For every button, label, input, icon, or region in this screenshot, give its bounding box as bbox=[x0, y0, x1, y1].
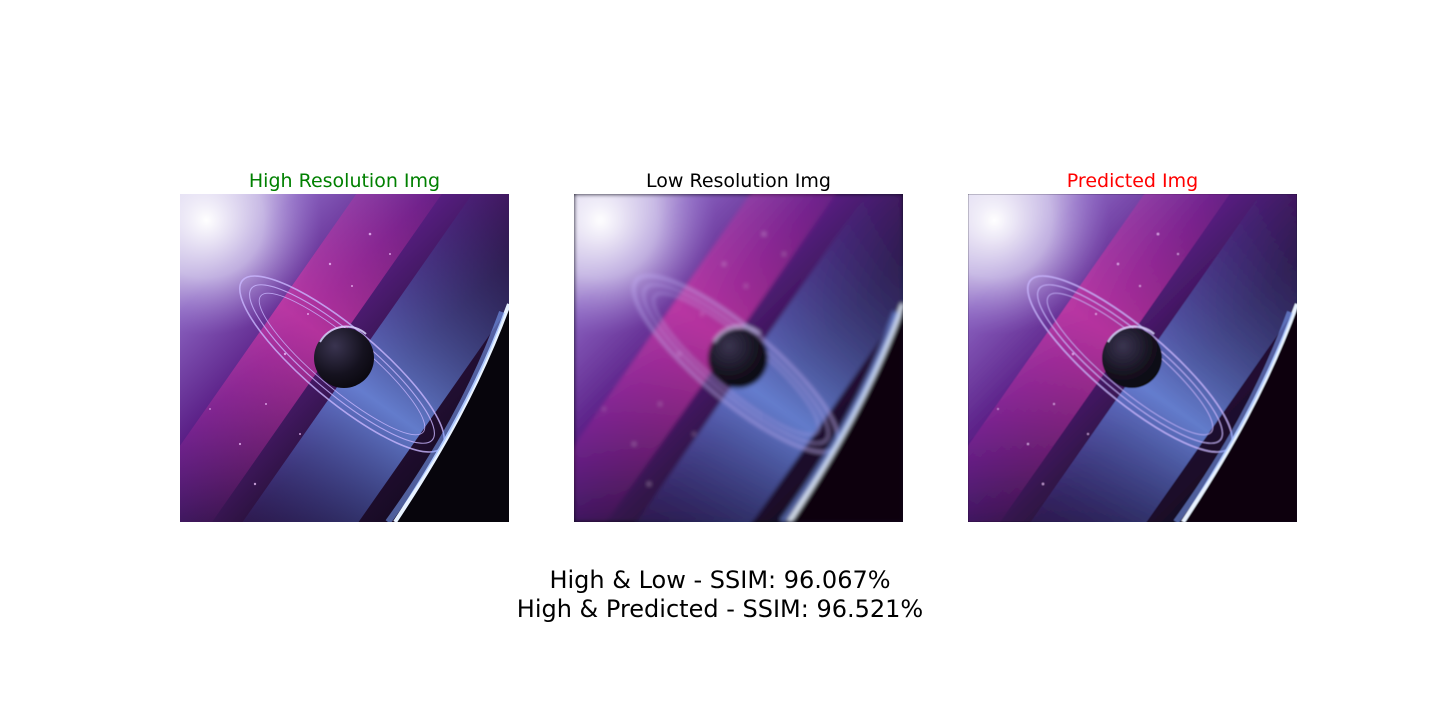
high-resolution-title: High Resolution Img bbox=[248, 170, 441, 192]
low-resolution-title: Low Resolution Img bbox=[646, 170, 831, 192]
high-resolution-panel: High Resolution Img bbox=[180, 168, 509, 522]
ssim-caption: High & Low - SSIM: 96.067% High & Predic… bbox=[0, 566, 1440, 624]
high-resolution-image bbox=[180, 194, 509, 522]
ssim-high-low-text: High & Low - SSIM: 96.067% bbox=[549, 566, 891, 594]
ssim-high-predicted-text: High & Predicted - SSIM: 96.521% bbox=[516, 595, 924, 623]
low-resolution-panel: Low Resolution Img bbox=[574, 168, 903, 522]
predicted-panel: Predicted Img bbox=[968, 168, 1297, 522]
predicted-title: Predicted Img bbox=[1066, 170, 1199, 192]
predicted-image bbox=[968, 194, 1297, 522]
low-resolution-image bbox=[574, 194, 903, 522]
